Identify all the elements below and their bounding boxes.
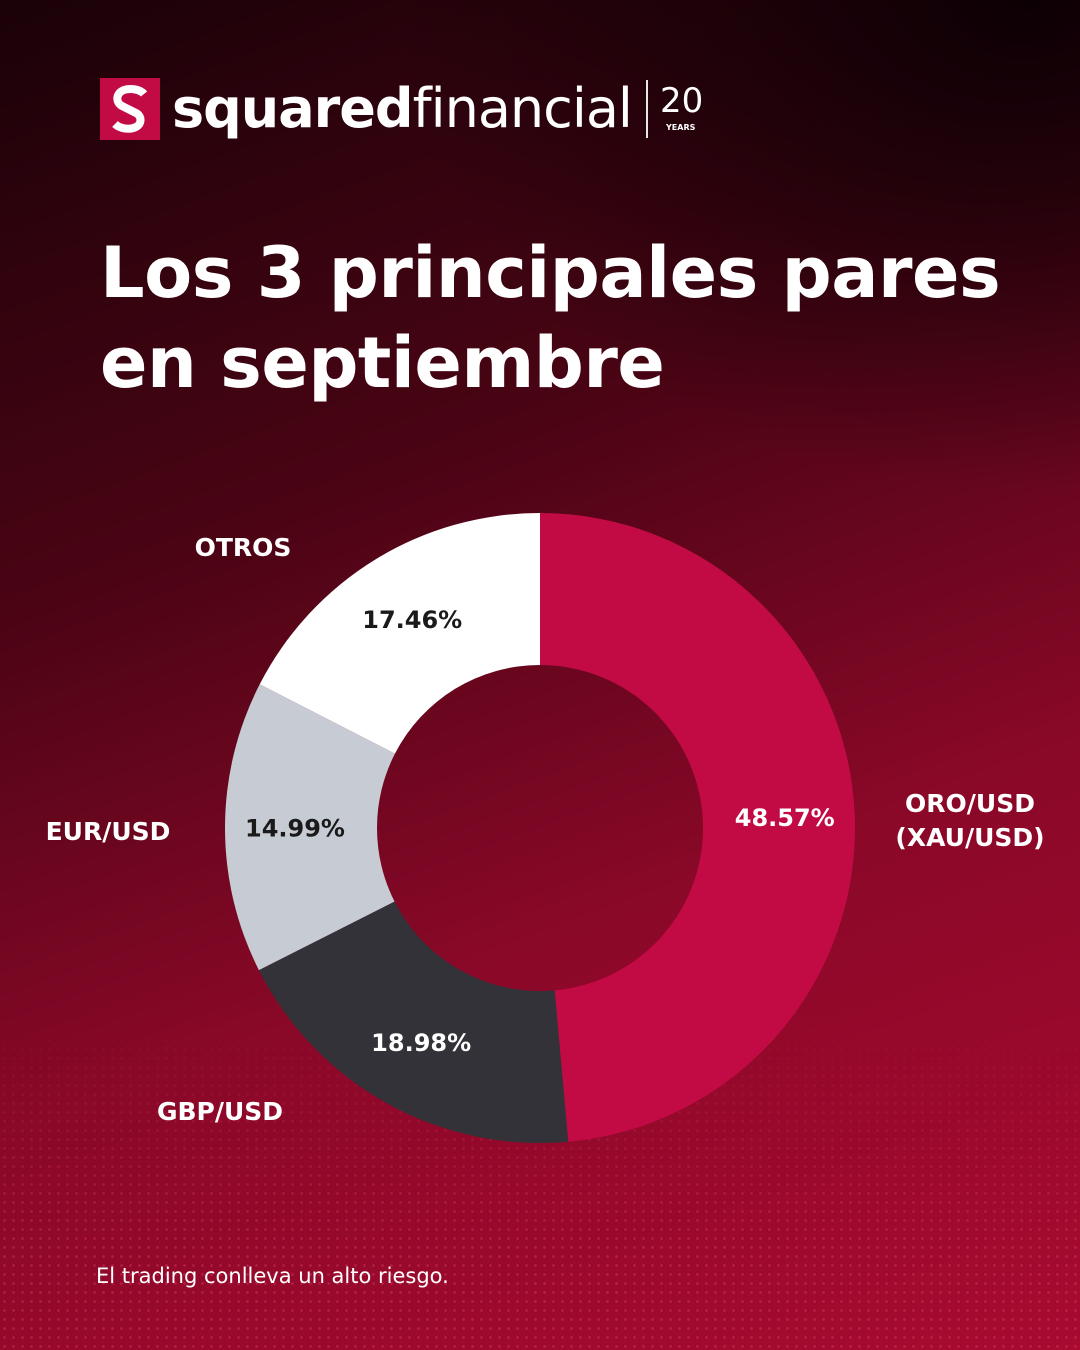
anniversary-word: YEARS xyxy=(665,123,696,132)
value-label-otros: 17.46% xyxy=(362,606,462,634)
page-title: Los 3 principales pares en septiembre xyxy=(100,228,1040,408)
value-label-oro-usd: 48.57% xyxy=(735,804,835,832)
brand-header: squaredfinancial 20 YEARS xyxy=(100,78,716,140)
risk-disclaimer: El trading conlleva un alto riesgo. xyxy=(96,1264,449,1288)
slice-oro-usd xyxy=(540,513,855,1142)
slice-otros xyxy=(259,513,540,754)
brand-divider xyxy=(645,80,648,138)
category-label-otros: OTROS xyxy=(195,533,292,562)
title-line-1: Los 3 principales pares xyxy=(100,232,1001,314)
title-line-2: en septiembre xyxy=(100,322,665,404)
squared-logo-icon xyxy=(100,78,160,140)
brand-name: squaredfinancial xyxy=(172,77,633,140)
category-label-oro-usd: ORO/USD (XAU/USD) xyxy=(895,789,1044,852)
anniversary-number: 20 xyxy=(660,81,703,121)
category-label-gbp-usd: GBP/USD xyxy=(157,1097,283,1126)
slice-gbp-usd xyxy=(258,901,569,1143)
twenty-years-badge-icon: 20 YEARS xyxy=(660,81,703,132)
slice-eur-usd xyxy=(225,684,395,971)
value-label-gbp-usd: 18.98% xyxy=(371,1029,471,1057)
value-label-eur-usd: 14.99% xyxy=(245,814,345,842)
category-label-eur-usd: EUR/USD xyxy=(46,817,171,846)
